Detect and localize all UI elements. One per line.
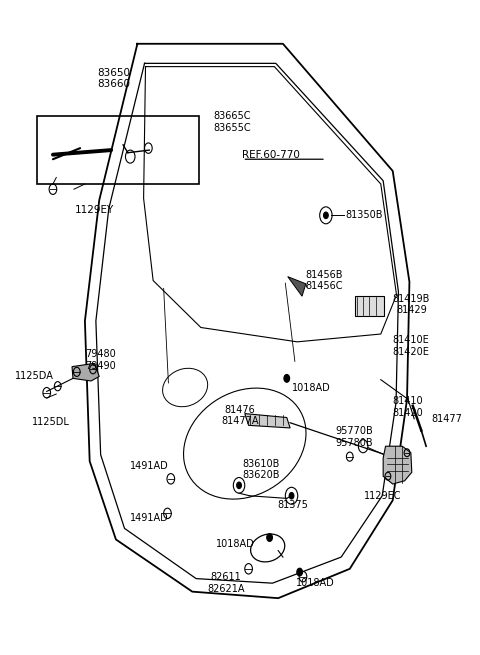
Text: 81477: 81477 bbox=[432, 414, 463, 424]
Circle shape bbox=[289, 493, 294, 499]
Text: 83610B
83620B: 83610B 83620B bbox=[242, 459, 280, 481]
Text: 1018AD: 1018AD bbox=[216, 539, 254, 549]
Polygon shape bbox=[288, 276, 306, 296]
Text: 1491AD: 1491AD bbox=[130, 513, 168, 523]
Circle shape bbox=[267, 534, 273, 542]
Text: 82611
82621A: 82611 82621A bbox=[207, 572, 244, 594]
Text: 81410
81420: 81410 81420 bbox=[393, 396, 423, 418]
Text: 1129EY: 1129EY bbox=[75, 205, 114, 215]
Bar bbox=[355, 296, 384, 316]
Text: 1491AD: 1491AD bbox=[130, 460, 168, 471]
Circle shape bbox=[324, 212, 328, 219]
Text: 83650
83660: 83650 83660 bbox=[97, 67, 130, 89]
Text: 81350B: 81350B bbox=[345, 210, 383, 220]
Circle shape bbox=[237, 482, 241, 489]
Text: 1129EC: 1129EC bbox=[364, 491, 402, 501]
Text: 81456B
81456C: 81456B 81456C bbox=[306, 270, 343, 291]
Text: 83665C
83655C: 83665C 83655C bbox=[214, 111, 252, 133]
Text: 81410E
81420E: 81410E 81420E bbox=[393, 335, 430, 356]
Text: 95770B
95780B: 95770B 95780B bbox=[336, 426, 373, 448]
Polygon shape bbox=[383, 446, 412, 484]
Text: REF.60-770: REF.60-770 bbox=[242, 149, 300, 160]
Text: 81476
81477A: 81476 81477A bbox=[221, 405, 258, 426]
Text: 1018AD: 1018AD bbox=[296, 578, 335, 588]
Bar bbox=[37, 115, 199, 184]
Circle shape bbox=[297, 568, 302, 576]
Polygon shape bbox=[72, 364, 99, 381]
Text: 81419B
81429: 81419B 81429 bbox=[393, 294, 430, 316]
Text: 1125DL: 1125DL bbox=[33, 417, 70, 427]
Text: 79480
79490: 79480 79490 bbox=[85, 349, 116, 371]
Text: 1018AD: 1018AD bbox=[291, 383, 330, 392]
Text: 81375: 81375 bbox=[277, 500, 308, 510]
Circle shape bbox=[284, 375, 289, 383]
Text: 1125DA: 1125DA bbox=[15, 371, 54, 381]
Polygon shape bbox=[245, 413, 290, 428]
